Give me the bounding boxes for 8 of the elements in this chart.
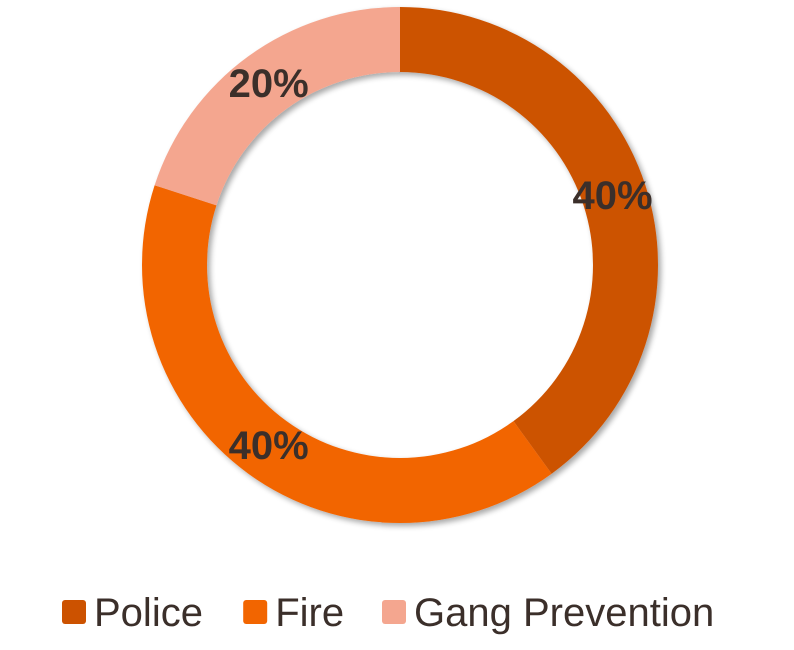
legend-label: Gang Prevention — [414, 591, 714, 635]
donut-slice — [154, 7, 400, 206]
donut-slice — [400, 7, 658, 474]
legend-label: Fire — [275, 591, 344, 635]
data-label: 40% — [228, 424, 309, 468]
data-label: 20% — [228, 62, 309, 106]
donut-slice — [142, 185, 552, 523]
legend-label: Police — [94, 591, 203, 635]
